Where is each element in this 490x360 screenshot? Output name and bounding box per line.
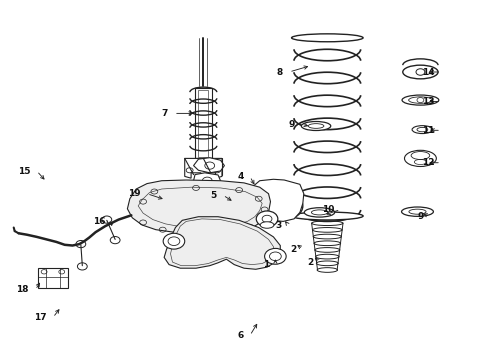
Text: 3: 3 <box>275 220 282 230</box>
Polygon shape <box>194 158 224 173</box>
Text: 17: 17 <box>34 313 47 322</box>
Text: 19: 19 <box>128 189 141 198</box>
Ellipse shape <box>292 34 363 42</box>
Circle shape <box>77 263 87 270</box>
Ellipse shape <box>301 122 331 131</box>
Ellipse shape <box>402 95 439 105</box>
Polygon shape <box>164 217 280 269</box>
Text: 14: 14 <box>422 68 435 77</box>
Ellipse shape <box>401 207 433 216</box>
Text: 16: 16 <box>93 217 105 226</box>
Circle shape <box>265 248 286 264</box>
Text: 9: 9 <box>289 120 295 129</box>
Ellipse shape <box>260 222 274 228</box>
Bar <box>38 268 68 288</box>
Text: 8: 8 <box>276 68 283 77</box>
Polygon shape <box>185 158 222 178</box>
Circle shape <box>163 233 185 249</box>
Text: 9: 9 <box>417 212 424 221</box>
Circle shape <box>76 240 86 248</box>
Text: 1: 1 <box>263 260 269 269</box>
Text: 5: 5 <box>210 191 217 199</box>
Circle shape <box>266 192 303 220</box>
Ellipse shape <box>292 212 363 220</box>
Bar <box>198 90 208 157</box>
Text: 13: 13 <box>422 97 435 106</box>
Text: 18: 18 <box>16 285 29 294</box>
Text: 15: 15 <box>18 166 30 176</box>
Circle shape <box>102 216 112 223</box>
Polygon shape <box>249 179 304 221</box>
Circle shape <box>256 211 278 227</box>
Ellipse shape <box>412 126 433 134</box>
Ellipse shape <box>304 208 335 217</box>
Circle shape <box>110 237 120 244</box>
Ellipse shape <box>404 150 436 166</box>
Text: 2: 2 <box>307 258 313 266</box>
Text: 2: 2 <box>290 245 296 253</box>
Text: 7: 7 <box>161 109 168 118</box>
Text: 4: 4 <box>237 172 244 181</box>
Text: 6: 6 <box>237 331 244 340</box>
Bar <box>195 88 212 158</box>
Polygon shape <box>127 180 270 233</box>
Text: 12: 12 <box>422 158 435 167</box>
Ellipse shape <box>403 65 438 79</box>
Text: 10: 10 <box>322 205 334 214</box>
Polygon shape <box>194 173 220 188</box>
Text: 11: 11 <box>422 126 435 135</box>
